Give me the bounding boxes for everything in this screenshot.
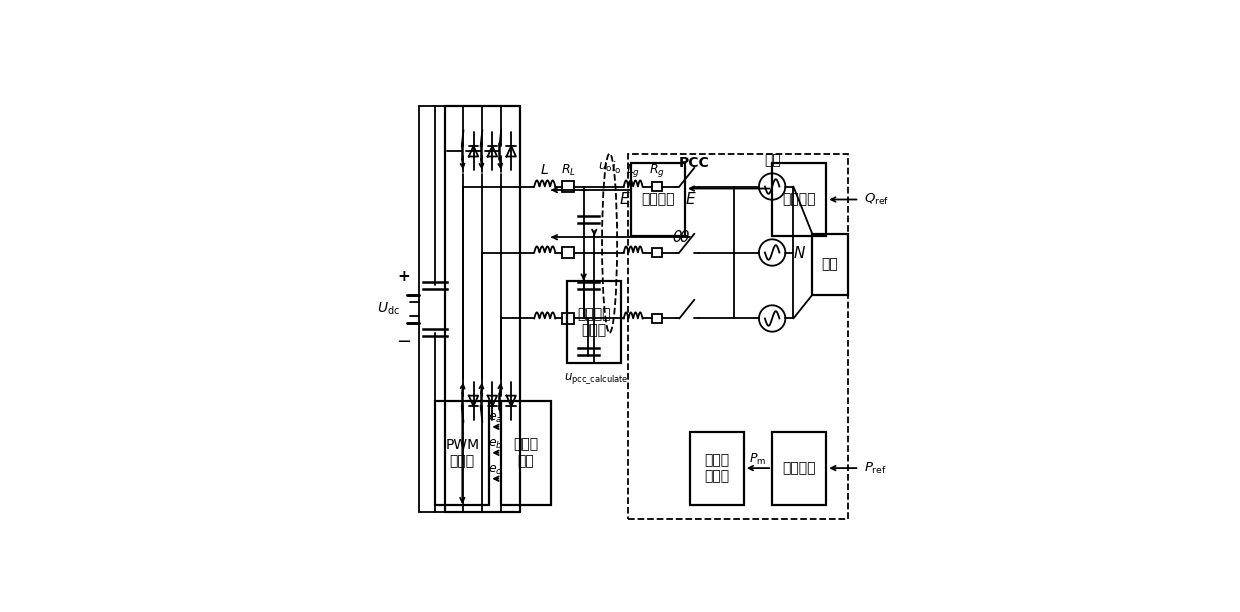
Text: $U_{\rm dc}$: $U_{\rm dc}$ — [377, 301, 399, 317]
Text: $E$: $E$ — [684, 192, 697, 207]
Text: 三相调
制波: 三相调 制波 — [513, 438, 538, 468]
Text: 调压环节: 调压环节 — [782, 193, 816, 206]
Text: $e_c$: $e_c$ — [489, 464, 502, 477]
Text: $i_{\rm o}$: $i_{\rm o}$ — [611, 160, 621, 176]
Bar — [563, 181, 574, 192]
Text: $P_{\rm ref}$: $P_{\rm ref}$ — [864, 461, 887, 476]
Text: 预测公共
点电压: 预测公共 点电压 — [578, 307, 611, 337]
Bar — [773, 431, 826, 505]
Text: $\theta$: $\theta$ — [672, 230, 683, 245]
Text: $\theta$: $\theta$ — [678, 230, 689, 245]
Bar — [773, 163, 826, 236]
Text: $L$: $L$ — [541, 163, 549, 177]
Bar — [812, 234, 848, 295]
Text: 虚拟惯
性环节: 虚拟惯 性环节 — [704, 453, 729, 483]
Bar — [567, 281, 621, 364]
Text: −: − — [396, 333, 412, 351]
Bar — [631, 163, 684, 236]
Bar — [652, 248, 662, 257]
Text: $N$: $N$ — [792, 245, 806, 261]
Bar — [563, 313, 574, 324]
Text: $e_b$: $e_b$ — [487, 438, 502, 451]
Bar — [435, 401, 490, 505]
Text: 更新环节: 更新环节 — [641, 193, 675, 206]
Bar — [629, 154, 848, 519]
Text: 调频环节: 调频环节 — [782, 461, 816, 475]
Bar — [652, 182, 662, 191]
Text: $L_g$: $L_g$ — [626, 162, 640, 179]
Text: $e_a$: $e_a$ — [489, 412, 502, 425]
Text: $Q_{\rm ref}$: $Q_{\rm ref}$ — [864, 192, 889, 207]
Text: $E$: $E$ — [619, 192, 631, 207]
Text: 电网: 电网 — [764, 154, 780, 168]
Text: $u_{\rm o}$: $u_{\rm o}$ — [599, 161, 614, 174]
Text: $P_{\rm m}$: $P_{\rm m}$ — [749, 452, 766, 467]
Text: PCC: PCC — [680, 156, 709, 170]
Text: 负载: 负载 — [822, 257, 838, 271]
Text: PWM
调制器: PWM 调制器 — [445, 438, 480, 468]
Bar — [563, 247, 574, 258]
Text: $R_L$: $R_L$ — [560, 163, 575, 177]
Bar — [501, 401, 551, 505]
Bar — [652, 314, 662, 323]
Text: +: + — [397, 269, 410, 283]
Bar — [689, 431, 744, 505]
Text: $u_{\rm pcc\_calculate}$: $u_{\rm pcc\_calculate}$ — [564, 371, 629, 386]
Text: $R_g$: $R_g$ — [650, 162, 665, 179]
